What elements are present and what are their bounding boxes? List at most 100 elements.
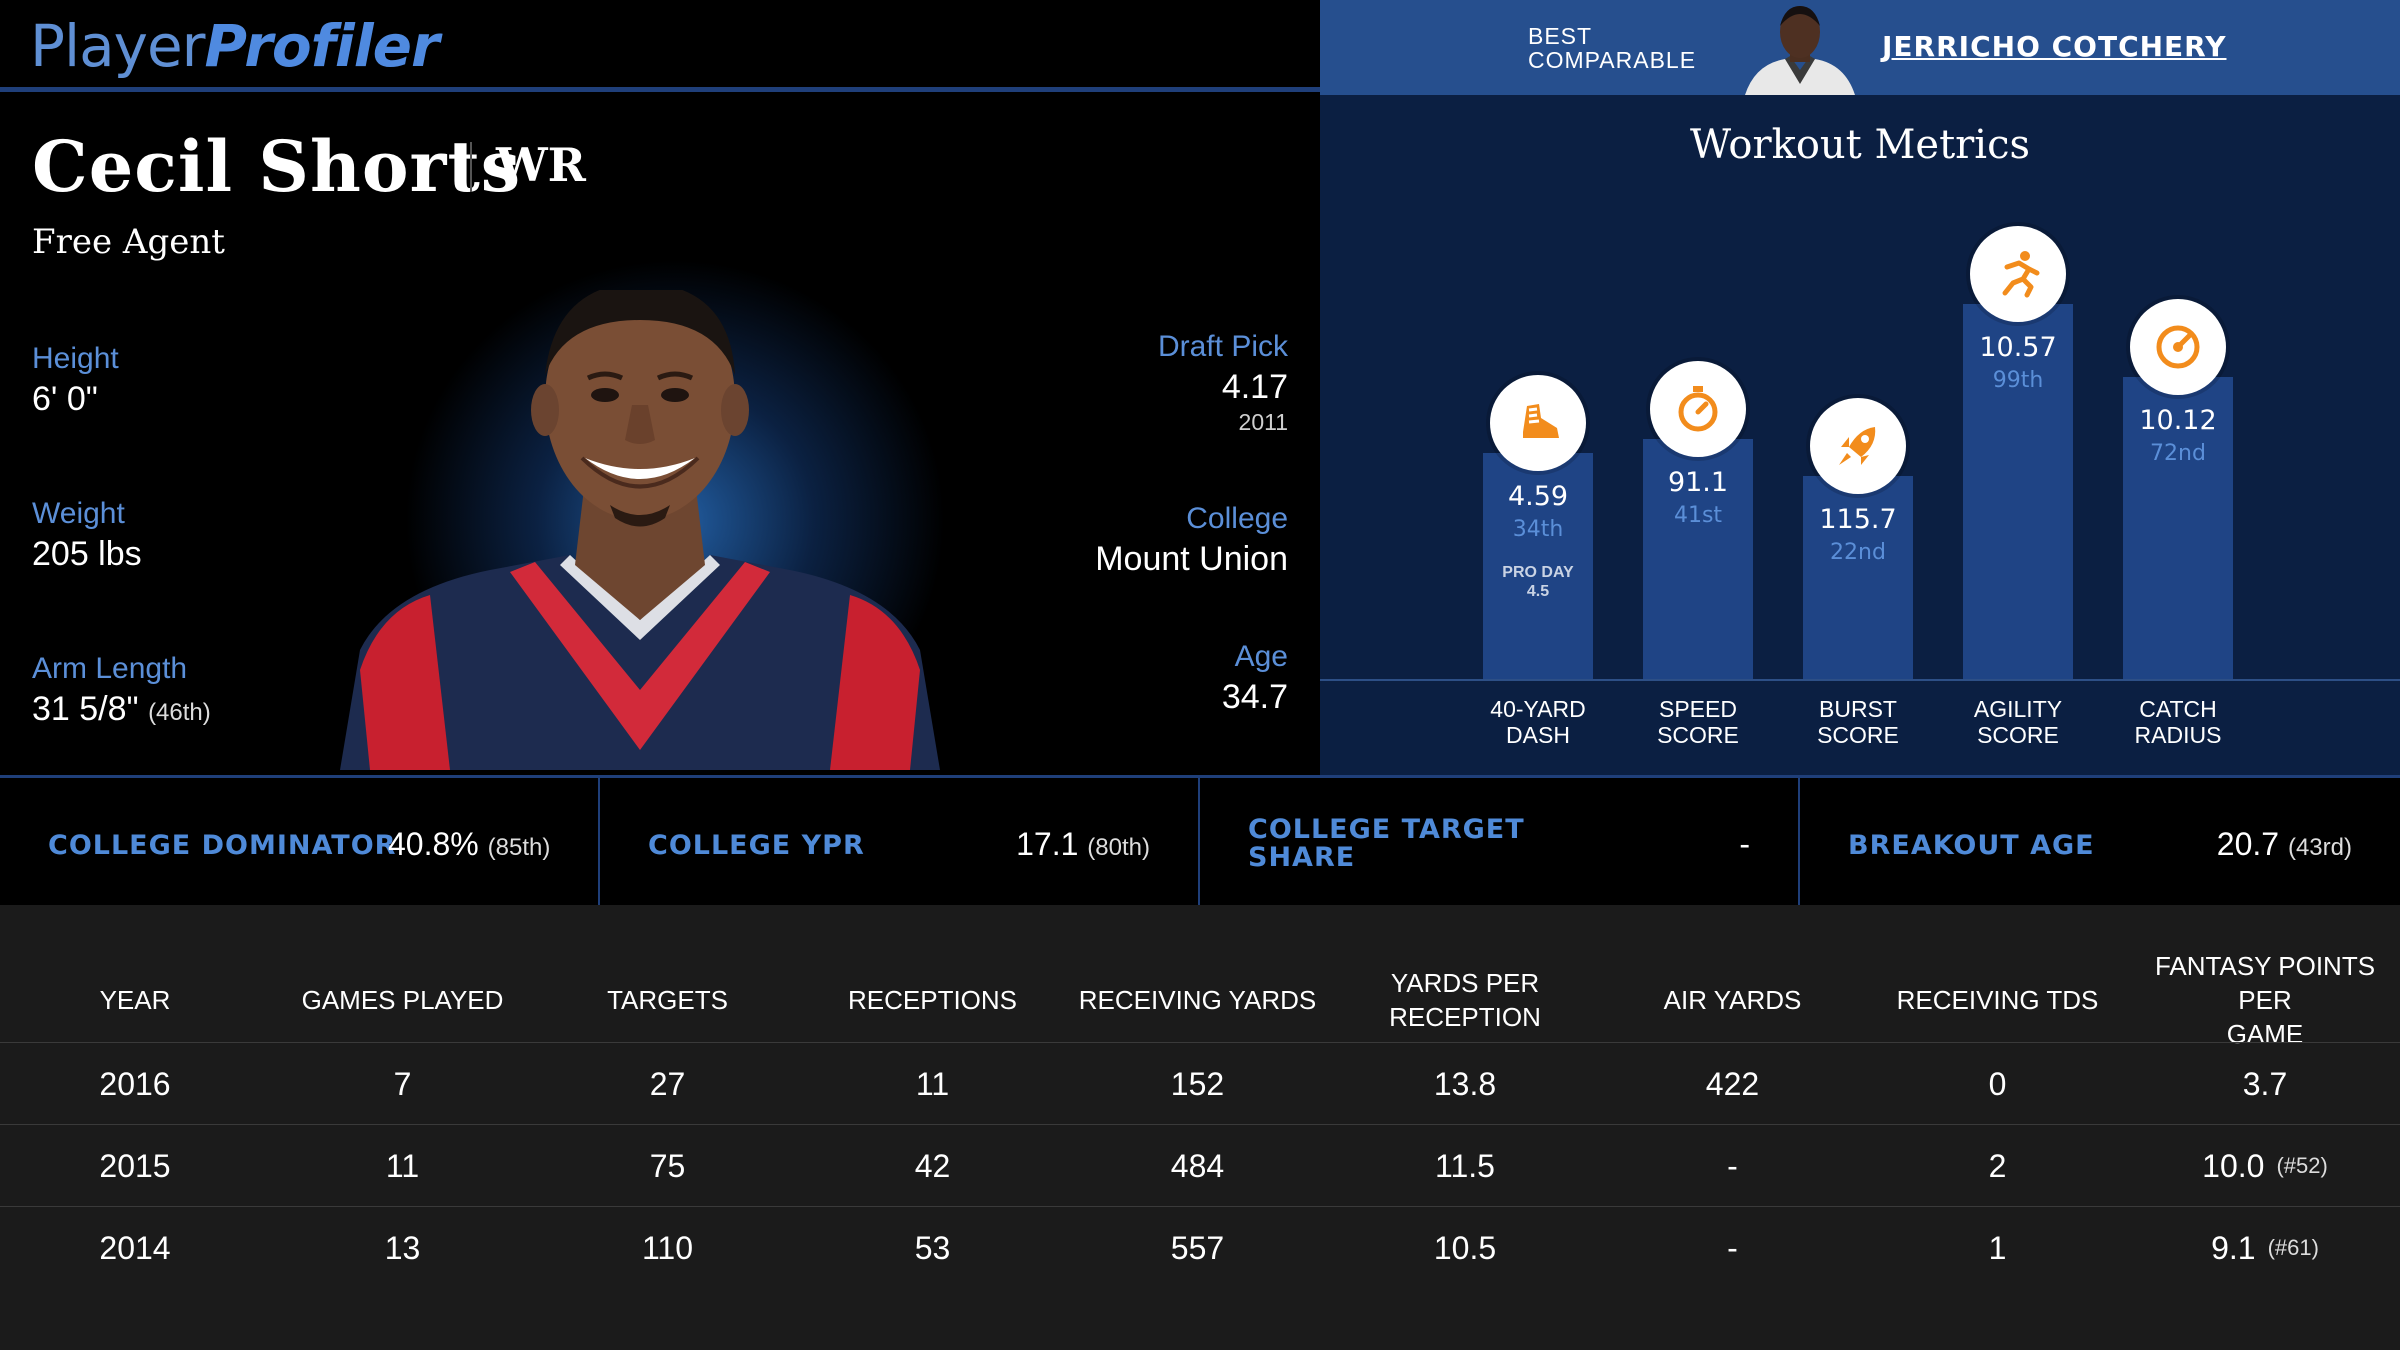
table-header[interactable]: AIR YARDS	[1600, 955, 1865, 1045]
shoe-icon	[1490, 375, 1586, 471]
workout-category: 40-YARD DASH	[1458, 696, 1618, 748]
table-cell: -	[1600, 1125, 1865, 1207]
metric-label-line1: COLLEGE TARGET	[1248, 814, 1525, 845]
table-cell: 2014	[0, 1207, 270, 1289]
stat-value: 34.7	[1221, 678, 1288, 716]
stat-label: College	[1186, 502, 1288, 535]
metric-value: -	[1739, 826, 1750, 862]
table-header[interactable]: YEAR	[0, 955, 270, 1045]
table-header[interactable]: RECEIVING TDS	[1865, 955, 2130, 1045]
table-row: 2016 7 27 11 152 13.8 422 0 3.7	[0, 1042, 2400, 1124]
arm-length-value: 31 5/8"	[32, 690, 139, 728]
stat-arm-length: Arm Length 31 5/8" (46th)	[32, 652, 211, 729]
table-cell: 11	[800, 1043, 1065, 1125]
metric-rank: (85th)	[487, 834, 551, 861]
metric-label-line2: SHARE	[1248, 842, 1356, 873]
metric-rank: (80th)	[1087, 834, 1150, 861]
cell-value: 2015	[99, 1147, 171, 1184]
workout-baseline	[1320, 679, 2400, 681]
table-header-line1: YARDS PER RECEPTION	[1389, 968, 1541, 1032]
metric-value: 20.7 (43rd)	[2217, 826, 2352, 863]
table-header-line1: TARGETS	[607, 985, 728, 1015]
cell-value: 11.5	[1435, 1147, 1495, 1184]
table-cell: 484	[1065, 1125, 1330, 1207]
comparable-photo	[1745, 6, 1855, 95]
cell-rank: (#52)	[2276, 1153, 2328, 1178]
table-header[interactable]: GAMES PLAYED	[270, 955, 535, 1045]
cell-value: 2016	[99, 1065, 171, 1102]
cell-value: 13	[384, 1229, 421, 1266]
table-cell: 2	[1865, 1125, 2130, 1207]
metric-breakout-age: BREAKOUT AGE 20.7 (43rd)	[1800, 775, 2400, 905]
brand-logo[interactable]: PlayerProfiler	[30, 10, 440, 82]
workout-panel: BEST COMPARABLE JERRICHO COTCHERY Workou…	[1320, 0, 2400, 775]
cell-value: 53	[914, 1229, 951, 1266]
table-cell: 422	[1600, 1043, 1865, 1125]
cell-value: 2	[1988, 1147, 2007, 1184]
arm-length-rank: (46th)	[148, 699, 211, 726]
table-header[interactable]: TARGETS	[535, 955, 800, 1045]
table-header-line1: GAMES PLAYED	[301, 985, 504, 1015]
table-cell: 13.8	[1330, 1043, 1600, 1125]
table-header[interactable]: YARDS PER RECEPTION	[1330, 955, 1600, 1045]
table-cell: -	[1600, 1207, 1865, 1289]
table-header-line1: AIR YARDS	[1663, 985, 1802, 1015]
cell-value: 110	[641, 1229, 693, 1266]
cell-value: 0	[1988, 1065, 2007, 1102]
table-cell: 42	[800, 1125, 1065, 1207]
table-cell: 110	[535, 1207, 800, 1289]
metric-value: 40.8% (85th)	[388, 826, 550, 863]
cell-value: 2014	[99, 1229, 171, 1266]
cell-value: 42	[914, 1147, 951, 1184]
workout-bar	[1483, 453, 1593, 680]
stat-value: 31 5/8" (46th)	[32, 690, 211, 729]
player-name: Cecil Shorts	[32, 125, 522, 208]
table-header[interactable]: FANTASY POINTS PER GAME	[2130, 951, 2400, 1049]
stat-age: Age 34.7	[1222, 640, 1288, 717]
workout-category: BURST SCORE	[1778, 696, 1938, 748]
stat-value: 205 lbs	[32, 535, 142, 573]
workout-category-line2: DASH	[1506, 722, 1570, 748]
stat-draft-pick: Draft Pick 4.17 2011	[1158, 330, 1288, 436]
metric-label: COLLEGE YPR	[648, 830, 865, 861]
table-header[interactable]: RECEPTIONS	[800, 955, 1065, 1045]
table-cell: 0	[1865, 1043, 2130, 1125]
workout-value: 10.57	[1979, 332, 2057, 363]
best-comparable-label: BEST COMPARABLE	[1528, 24, 1696, 72]
workout-category-line1: 40-YARD	[1490, 696, 1586, 722]
logo-bar: PlayerProfiler	[0, 0, 1320, 92]
table-header-line1: FANTASY POINTS PER	[2154, 951, 2376, 1015]
workout-value: 4.59	[1507, 481, 1569, 512]
cell-value: 9.1	[2211, 1229, 2256, 1266]
table-header-line1: RECEIVING TDS	[1896, 985, 2099, 1015]
table-cell: 557	[1065, 1207, 1330, 1289]
table-header[interactable]: RECEIVING YARDS	[1065, 955, 1330, 1045]
workout-category: CATCH RADIUS	[2098, 696, 2258, 748]
stat-label: Draft Pick	[1157, 330, 1288, 363]
table-cell: 3.7	[2130, 1043, 2400, 1125]
comparable-name-link[interactable]: JERRICHO COTCHERY	[1882, 30, 2227, 63]
brand-logo-part2: Profiler	[204, 12, 440, 80]
metric-number: 20.7	[2216, 826, 2280, 862]
comp-label-line2: COMPARABLE	[1528, 47, 1697, 73]
cell-value: -	[1727, 1229, 1738, 1266]
workout-category: AGILITY SCORE	[1938, 696, 2098, 748]
workout-category-line2: SCORE	[1977, 722, 2059, 748]
player-position: WR	[496, 138, 586, 192]
workout-category-line1: CATCH	[2139, 696, 2217, 722]
player-photo	[340, 290, 940, 770]
workout-rank: 72nd	[2150, 441, 2206, 466]
metric-rank: (43rd)	[2287, 834, 2352, 861]
stat-label: Weight	[32, 497, 125, 530]
stat-value: 6' 0"	[32, 380, 98, 418]
table-cell: 11	[270, 1125, 535, 1207]
table-header-line2: GAME	[2226, 1019, 2304, 1049]
metric-label: COLLEGE DOMINATOR	[48, 830, 397, 861]
table-cell: 152	[1065, 1043, 1330, 1125]
cell-value: 422	[1705, 1065, 1760, 1102]
table-row: 2014 13 110 53 557 10.5 - 1 9.1 (#61)	[0, 1206, 2400, 1288]
cell-value: 3.7	[2242, 1065, 2288, 1102]
workout-title: Workout Metrics	[1689, 122, 2031, 168]
workout-rank: 34th	[1512, 517, 1564, 542]
workout-bar	[1803, 476, 1913, 680]
